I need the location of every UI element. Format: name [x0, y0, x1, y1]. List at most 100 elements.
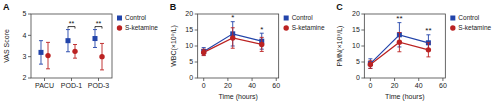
- y-tick: [195, 46, 198, 47]
- y-tick: [28, 78, 31, 79]
- y-tick: [28, 14, 31, 15]
- error-bar: [202, 49, 206, 55]
- panel-title: B: [170, 2, 177, 12]
- x-tick-label: POD-3: [88, 82, 110, 89]
- y-tick-label: 2: [23, 74, 27, 81]
- y-tick-label: 0: [189, 74, 193, 81]
- significance-label: **: [425, 26, 431, 35]
- legend-marker: [284, 16, 289, 21]
- error-bar: [100, 43, 104, 69]
- x-axis-label: Time (hours): [218, 93, 257, 101]
- significance-label: *: [231, 13, 234, 22]
- x-tick: [394, 78, 395, 81]
- x-tick-label: 40: [415, 82, 423, 89]
- legend-label: S-ketamine: [125, 24, 158, 31]
- x-tick-label: 60: [272, 82, 280, 89]
- y-tick: [28, 56, 31, 57]
- x-tick: [227, 78, 228, 81]
- legend: Control S-ketamine: [283, 14, 324, 31]
- plot-frame: [31, 14, 112, 78]
- x-tick: [203, 78, 204, 81]
- data-point: [230, 35, 235, 40]
- y-tick-label: 20: [185, 10, 193, 17]
- error-bar: [426, 43, 430, 57]
- y-tick-label: 5: [189, 58, 193, 65]
- significance-label: **: [96, 20, 102, 27]
- plot-frame: [198, 14, 279, 78]
- data-point: [92, 36, 97, 41]
- panel: 051015200204060BWBC(×10⁹/L)Time (hours)*…: [170, 2, 325, 101]
- y-tick-label: 3: [23, 53, 27, 60]
- x-tick: [44, 78, 45, 81]
- y-axis-label: PMN(×10⁹/L): [336, 26, 344, 67]
- y-tick-label: 5: [356, 58, 360, 65]
- legend-marker: [450, 25, 455, 30]
- error-bar: [202, 48, 206, 56]
- x-tick-label: 60: [439, 82, 447, 89]
- significance-label: **: [69, 20, 75, 27]
- y-axis-label: VAS Score: [3, 29, 10, 63]
- legend-label: Control: [458, 14, 480, 21]
- x-tick: [252, 78, 253, 81]
- x-tick-label: 40: [248, 82, 256, 89]
- error-bar: [231, 28, 235, 48]
- figure: 2345PACUPOD-1POD-3AVAS Score****ControlS…: [0, 0, 500, 104]
- y-tick: [28, 35, 31, 36]
- x-tick-label: POD-1: [61, 82, 83, 89]
- legend-marker: [117, 16, 122, 21]
- y-tick: [195, 62, 198, 63]
- data-point: [368, 62, 373, 67]
- significance-label: *: [260, 25, 263, 34]
- y-tick: [195, 78, 198, 79]
- x-tick: [71, 78, 72, 81]
- y-tick: [361, 46, 364, 47]
- plot-frame: [364, 14, 445, 78]
- x-tick: [276, 78, 277, 81]
- x-tick: [442, 78, 443, 81]
- marks: [368, 23, 431, 69]
- x-tick-label: PACU: [35, 82, 54, 89]
- y-tick-label: 20: [352, 10, 360, 17]
- y-tick: [361, 62, 364, 63]
- y-tick: [361, 14, 364, 15]
- significance-label: **: [396, 14, 402, 23]
- x-tick-label: 20: [224, 82, 232, 89]
- panel-title: C: [336, 2, 343, 12]
- y-tick-label: 10: [185, 42, 193, 49]
- legend-marker: [117, 25, 122, 30]
- data-point: [45, 53, 50, 58]
- legend: ControlS-ketamine: [117, 14, 158, 31]
- error-bar: [397, 33, 401, 52]
- y-tick-label: 5: [23, 10, 27, 17]
- x-tick-label: 0: [368, 82, 372, 89]
- marks: [38, 30, 104, 70]
- y-axis-label: WBC(×10⁹/L): [170, 25, 178, 67]
- legend-label: Control: [292, 14, 314, 21]
- error-bar: [260, 37, 264, 51]
- y-tick: [361, 78, 364, 79]
- data-point: [65, 38, 70, 43]
- panel: 2345PACUPOD-1POD-3AVAS Score****ControlS…: [3, 2, 158, 89]
- data-point: [201, 50, 206, 55]
- y-tick-label: 0: [356, 74, 360, 81]
- y-tick-label: 15: [352, 26, 360, 33]
- y-tick: [195, 30, 198, 31]
- y-tick: [195, 14, 198, 15]
- x-axis-label: Time (hours): [385, 93, 424, 101]
- error-bar: [66, 30, 70, 52]
- data-point: [38, 50, 43, 55]
- legend-marker: [283, 25, 288, 30]
- error-bar: [93, 30, 97, 48]
- legend-label: S-ketamine: [292, 24, 325, 31]
- y-tick-label: 4: [23, 32, 27, 39]
- x-tick: [370, 78, 371, 81]
- legend-marker: [450, 16, 455, 21]
- y-tick-label: 10: [352, 42, 360, 49]
- panel: 051015200204060CPMN(×10⁹/L)Time (hours)*…: [336, 2, 491, 101]
- data-point: [259, 42, 264, 47]
- y-tick: [361, 30, 364, 31]
- y-tick-label: 15: [185, 26, 193, 33]
- error-bar: [368, 61, 372, 69]
- data-point: [426, 47, 431, 52]
- data-point: [397, 39, 402, 44]
